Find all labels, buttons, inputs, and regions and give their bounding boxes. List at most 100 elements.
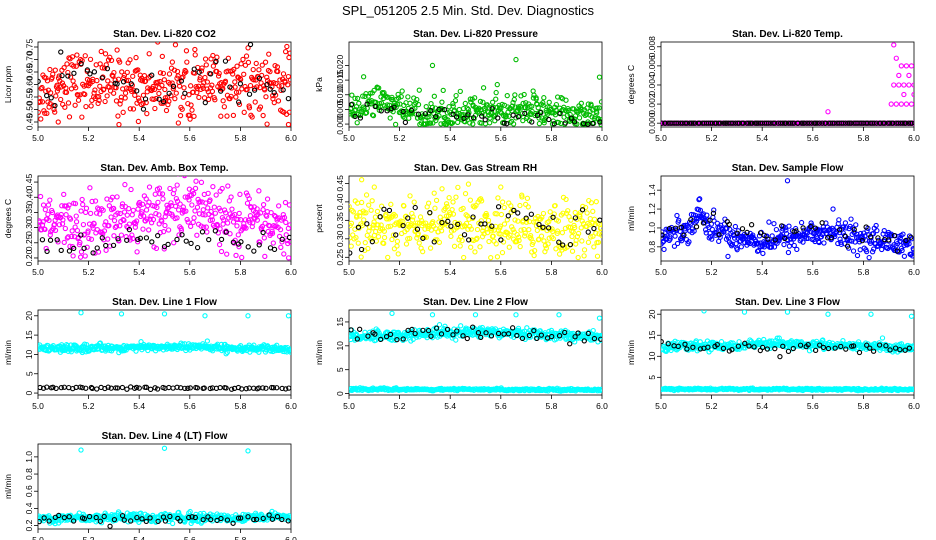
- y-axis-label: kPa: [314, 77, 324, 92]
- data-point: [436, 239, 443, 245]
- data-point: [264, 196, 271, 202]
- data-point: [68, 233, 75, 240]
- data-point: [533, 96, 539, 102]
- data-point: [579, 207, 586, 213]
- y-axis-label: ml/min: [626, 206, 636, 231]
- data-point: [416, 240, 422, 246]
- data-point: [541, 95, 547, 101]
- data-point: [494, 254, 501, 260]
- data-point: [771, 244, 778, 250]
- panel-3: Stan. Dev. Li-820 Temp.degrees C5.0 5.2 5.…: [626, 29, 920, 143]
- data-point: [253, 60, 259, 67]
- x-tick-label: 5.6: [495, 267, 507, 277]
- data-point: [540, 100, 546, 106]
- data-point: [124, 237, 130, 243]
- data-point: [594, 105, 600, 111]
- data-point: [457, 243, 463, 249]
- data-point: [58, 49, 64, 55]
- x-tick-label: 5.6: [495, 133, 507, 143]
- data-point: [228, 93, 234, 99]
- data-point: [777, 353, 783, 360]
- data-point: [431, 190, 437, 196]
- data-point: [453, 194, 459, 200]
- data-point: [280, 87, 286, 93]
- data-point: [468, 115, 474, 122]
- y-tick-label: 20: [24, 311, 34, 321]
- data-point: [186, 197, 192, 203]
- data-point: [881, 228, 887, 234]
- data-point: [768, 244, 775, 250]
- x-tick-label: 5.4: [133, 401, 145, 411]
- data-point: [181, 176, 188, 179]
- data-point: [176, 83, 183, 89]
- data-point: [369, 198, 375, 204]
- data-point: [38, 219, 43, 225]
- data-point: [540, 210, 547, 217]
- points-layer: [38, 310, 291, 392]
- data-point: [209, 82, 215, 88]
- data-point: [161, 228, 167, 235]
- data-point: [200, 207, 206, 213]
- data-point: [360, 93, 366, 99]
- data-point: [428, 107, 434, 114]
- data-point: [111, 205, 117, 212]
- data-point: [276, 203, 282, 209]
- data-point: [480, 85, 487, 91]
- x-tick-label: 5.2: [394, 133, 406, 143]
- data-point: [196, 94, 202, 101]
- data-point: [866, 254, 872, 261]
- data-point: [111, 233, 117, 239]
- data-point: [120, 79, 127, 85]
- data-point: [196, 211, 203, 217]
- data-point: [428, 227, 435, 233]
- data-point: [162, 86, 168, 93]
- data-point: [864, 248, 870, 255]
- data-point: [95, 100, 101, 107]
- data-point: [144, 216, 150, 222]
- data-point: [429, 312, 436, 318]
- data-point: [431, 239, 437, 245]
- data-point: [192, 52, 198, 58]
- data-point: [126, 226, 133, 233]
- data-point: [522, 233, 528, 239]
- data-point: [252, 99, 258, 105]
- data-point: [495, 195, 501, 201]
- data-point: [97, 83, 103, 89]
- data-point: [178, 78, 185, 84]
- data-point: [376, 85, 382, 91]
- data-point: [256, 188, 262, 194]
- data-point: [38, 193, 44, 200]
- data-point: [772, 237, 778, 243]
- data-point: [739, 226, 746, 232]
- data-point: [199, 229, 206, 235]
- data-point: [389, 236, 395, 243]
- data-point: [538, 109, 544, 116]
- data-point: [590, 208, 596, 214]
- data-point: [285, 95, 291, 102]
- data-point: [287, 346, 291, 352]
- data-point: [361, 217, 367, 223]
- data-point: [229, 206, 235, 212]
- data-point: [501, 204, 507, 211]
- data-point: [474, 226, 481, 233]
- data-point: [232, 79, 238, 85]
- data-point: [478, 334, 484, 341]
- data-point: [78, 232, 84, 238]
- data-point: [157, 70, 164, 76]
- data-point: [892, 345, 899, 351]
- series: [661, 385, 914, 394]
- data-point: [56, 222, 63, 228]
- data-point: [902, 347, 908, 353]
- data-point: [105, 384, 111, 390]
- data-point: [409, 217, 416, 223]
- data-point: [271, 99, 277, 106]
- data-point: [440, 87, 446, 94]
- data-point: [783, 120, 789, 126]
- data-point: [287, 222, 291, 228]
- x-tick-label: 5.0: [343, 401, 355, 411]
- data-point: [91, 221, 97, 227]
- data-point: [120, 109, 126, 115]
- data-point: [798, 219, 805, 226]
- data-point: [216, 241, 223, 248]
- data-point: [214, 54, 220, 60]
